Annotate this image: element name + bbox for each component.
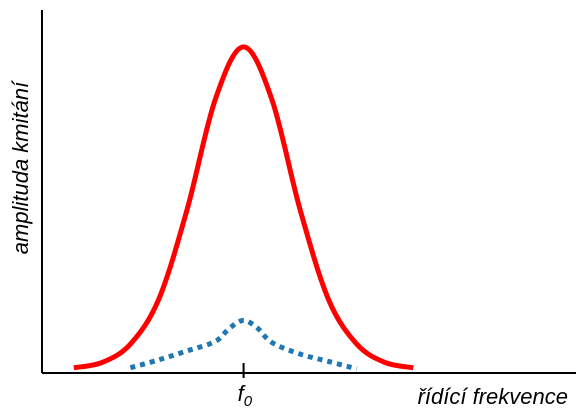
plot-layer — [73, 44, 414, 372]
series-blue-dotted-line — [129, 317, 358, 372]
x-ticks: f0 — [238, 363, 253, 410]
x-axis-label: řídící frekvence — [418, 384, 568, 409]
y-axis-label: amplituda kmitání — [8, 80, 33, 254]
x-tick-label-f0: f0 — [238, 381, 253, 410]
series-red-line — [73, 44, 414, 371]
